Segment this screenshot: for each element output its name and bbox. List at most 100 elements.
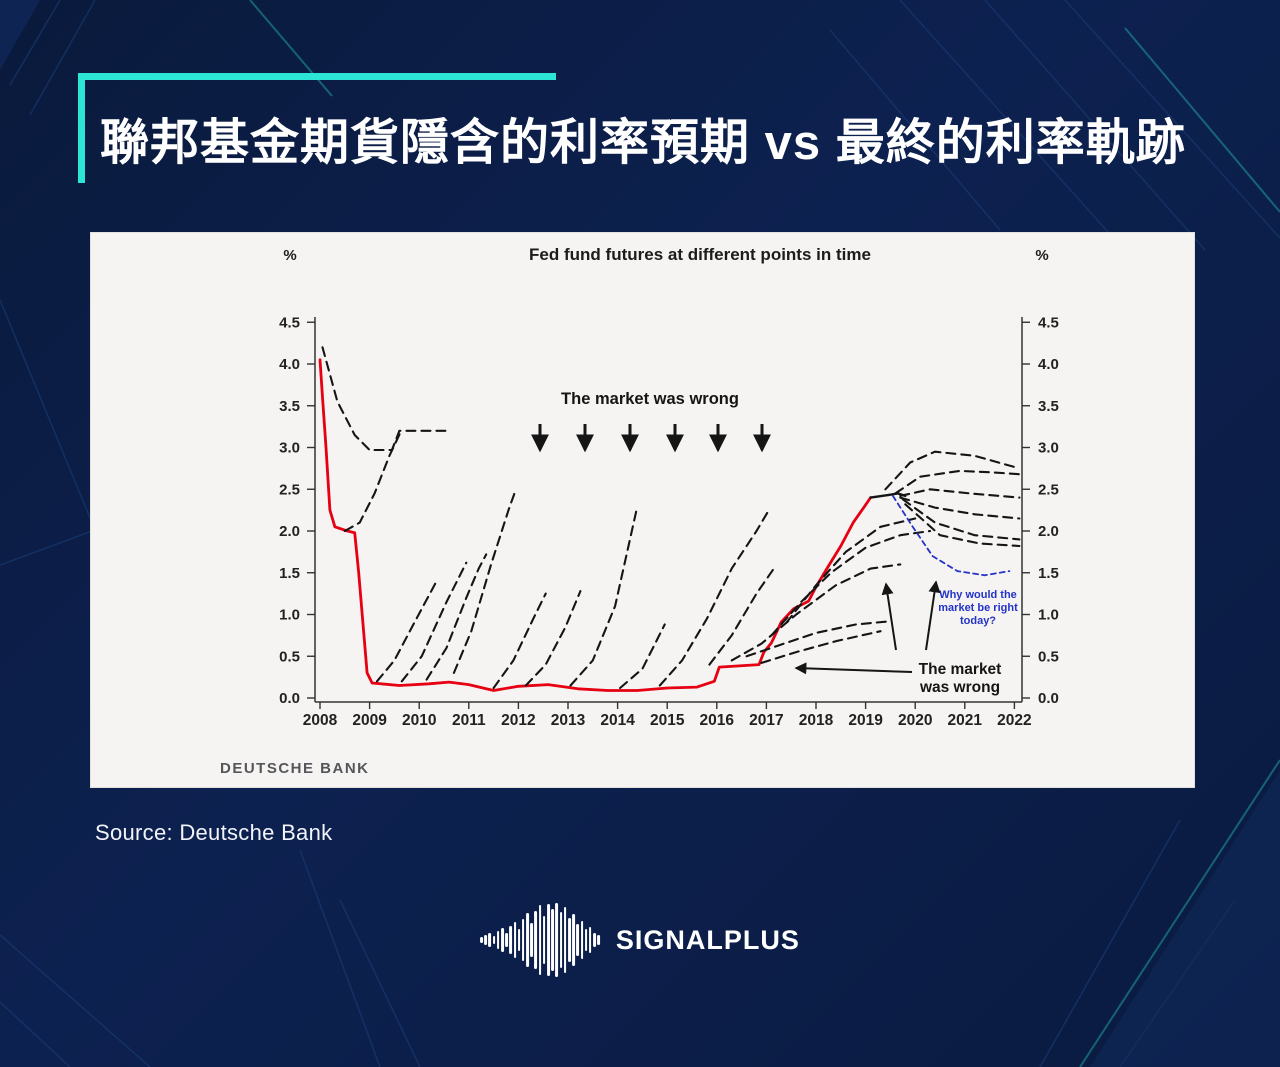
waveform-bar [588, 927, 592, 953]
y-tick-label: 4.5 [279, 314, 300, 331]
y-tick-label: 3.0 [1038, 440, 1059, 457]
y-tick-label: 4.0 [1038, 356, 1059, 373]
annotation-market-wrong-top: The market was wrong [561, 390, 739, 408]
chart-series-futures-2008-early [321, 346, 448, 452]
x-tick-label: 2008 [303, 712, 338, 729]
fed-funds-chart: 0.0 0.0 0.5 0.5 1.0 1.0 1.5 1.5 2.0 2.0 2.5 2.5 3.0 3… [279, 245, 1059, 729]
chart-series-projection-2019-high [884, 450, 1021, 491]
waveform-bar [534, 911, 538, 969]
waveform-bar [563, 907, 567, 973]
waveform-bar [572, 914, 575, 966]
waveform-bar [597, 935, 600, 945]
chart-series-futures-2014 [619, 623, 666, 690]
y-tick-label: 3.5 [1038, 398, 1059, 415]
waveform-bar [593, 933, 596, 947]
chart-panel: 0.0 0.0 0.5 0.5 1.0 1.0 1.5 1.5 2.0 2.0 2.5 2.5 3.0 3… [90, 232, 1195, 788]
waveform-bar [547, 904, 550, 976]
chart-series-futures-2010b [452, 488, 517, 674]
waveform-bar [505, 933, 508, 947]
chart-series-futures-2012 [524, 590, 582, 687]
waveform-bar [521, 919, 525, 961]
waveform-bar [580, 921, 584, 959]
waveform-bar [576, 924, 579, 956]
chart-series-projection-2019-2 [894, 469, 1021, 495]
y-tick-label: 1.0 [1038, 607, 1059, 624]
chart-series-projection-2019-5 [901, 498, 1021, 541]
y-tick-label: 2.0 [279, 523, 300, 540]
x-tick-label: 2014 [600, 712, 635, 729]
y-tick-label: 2.0 [1038, 523, 1059, 540]
x-tick-label: 2011 [452, 712, 486, 729]
chart-series-market-pricing-today-blue [892, 494, 1011, 577]
y-tick-label: 0.5 [1038, 648, 1059, 665]
annotation-arrow-icon [794, 662, 913, 675]
chart-series-futures-2009b [400, 561, 468, 683]
chart-series-futures-2008-late [343, 431, 402, 533]
y-tick-label: 0.0 [1038, 690, 1059, 707]
brand-footer: SIGNALPLUS [480, 898, 800, 982]
annotation-market-right-today: today? [960, 615, 996, 627]
y-tick-label: 2.5 [279, 481, 300, 498]
y-tick-label: 3.0 [279, 440, 300, 457]
chart-series-futures-2015 [658, 509, 770, 687]
chart-title: Fed fund futures at different points in … [529, 245, 871, 264]
y-axis-unit-left: % [283, 247, 296, 264]
waveform-bar [568, 918, 571, 962]
brand-name: SIGNALPLUS [615, 924, 800, 955]
waveform-bar [517, 929, 521, 951]
waveform-bar [484, 935, 487, 945]
waveform-bar [509, 926, 512, 954]
waveform-bar [492, 936, 496, 944]
waveform-bar [513, 922, 517, 958]
x-tick-label: 2013 [551, 712, 586, 729]
waveform-bar [555, 903, 559, 977]
y-tick-label: 1.5 [279, 565, 300, 582]
x-tick-label: 2009 [352, 712, 387, 729]
page-title: 聯邦基金期貨隱含的利率預期 vs 最終的利率軌跡 [100, 116, 1186, 170]
waveform-bar [526, 913, 529, 967]
y-axis-unit-right: % [1035, 247, 1048, 264]
x-tick-label: 2010 [402, 712, 436, 729]
annotation-market-wrong-right: was wrong [919, 679, 1000, 696]
chart-series-futures-2016c-flat [745, 620, 892, 658]
x-tick-label: 2021 [948, 712, 983, 729]
x-tick-label: 2017 [749, 712, 783, 729]
y-tick-label: 4.5 [1038, 314, 1059, 331]
x-tick-label: 2018 [799, 712, 834, 729]
chart-series-actual-fed-funds-rate [318, 358, 872, 692]
y-tick-label: 0.5 [279, 648, 300, 665]
chart-series-projection-2019-low [904, 503, 1021, 548]
y-tick-label: 1.0 [279, 607, 300, 624]
waveform-bar [501, 928, 504, 952]
waveform-bar [542, 916, 546, 964]
waveform-bar [496, 931, 500, 949]
chart-series-futures-2011 [492, 592, 547, 690]
waveform-bar [538, 905, 542, 975]
chart-series-futures-2013 [569, 504, 639, 687]
waveform-bar [584, 929, 588, 951]
x-tick-label: 2020 [898, 712, 932, 729]
deutsche-bank-watermark: DEUTSCHE BANK [220, 760, 370, 777]
annotation-market-right-today: market be right [938, 602, 1018, 614]
x-tick-label: 2012 [501, 712, 535, 729]
waveform-bar [488, 933, 492, 947]
chart-series-futures-2016b [730, 563, 902, 662]
y-tick-label: 1.5 [1038, 565, 1059, 582]
chart-series-futures-2010a [425, 553, 488, 681]
x-tick-label: 2015 [650, 712, 685, 729]
y-tick-label: 4.0 [279, 356, 300, 373]
title-accent-bracket [78, 73, 556, 183]
y-tick-label: 2.5 [1038, 481, 1059, 498]
chart-series-projection-2019-3 [899, 488, 1021, 499]
annotation-arrow-icon [925, 580, 941, 651]
waveform-icon [480, 898, 600, 982]
chart-series-futures-2016a [708, 567, 775, 666]
x-tick-label: 2022 [997, 712, 1031, 729]
y-tick-label: 0.0 [279, 690, 300, 707]
x-tick-label: 2016 [700, 712, 735, 729]
chart-series-futures-2009a [375, 580, 438, 683]
chart-series-projection-2019-4 [899, 496, 1021, 520]
waveform-bar [559, 912, 563, 968]
y-tick-label: 3.5 [279, 398, 300, 415]
